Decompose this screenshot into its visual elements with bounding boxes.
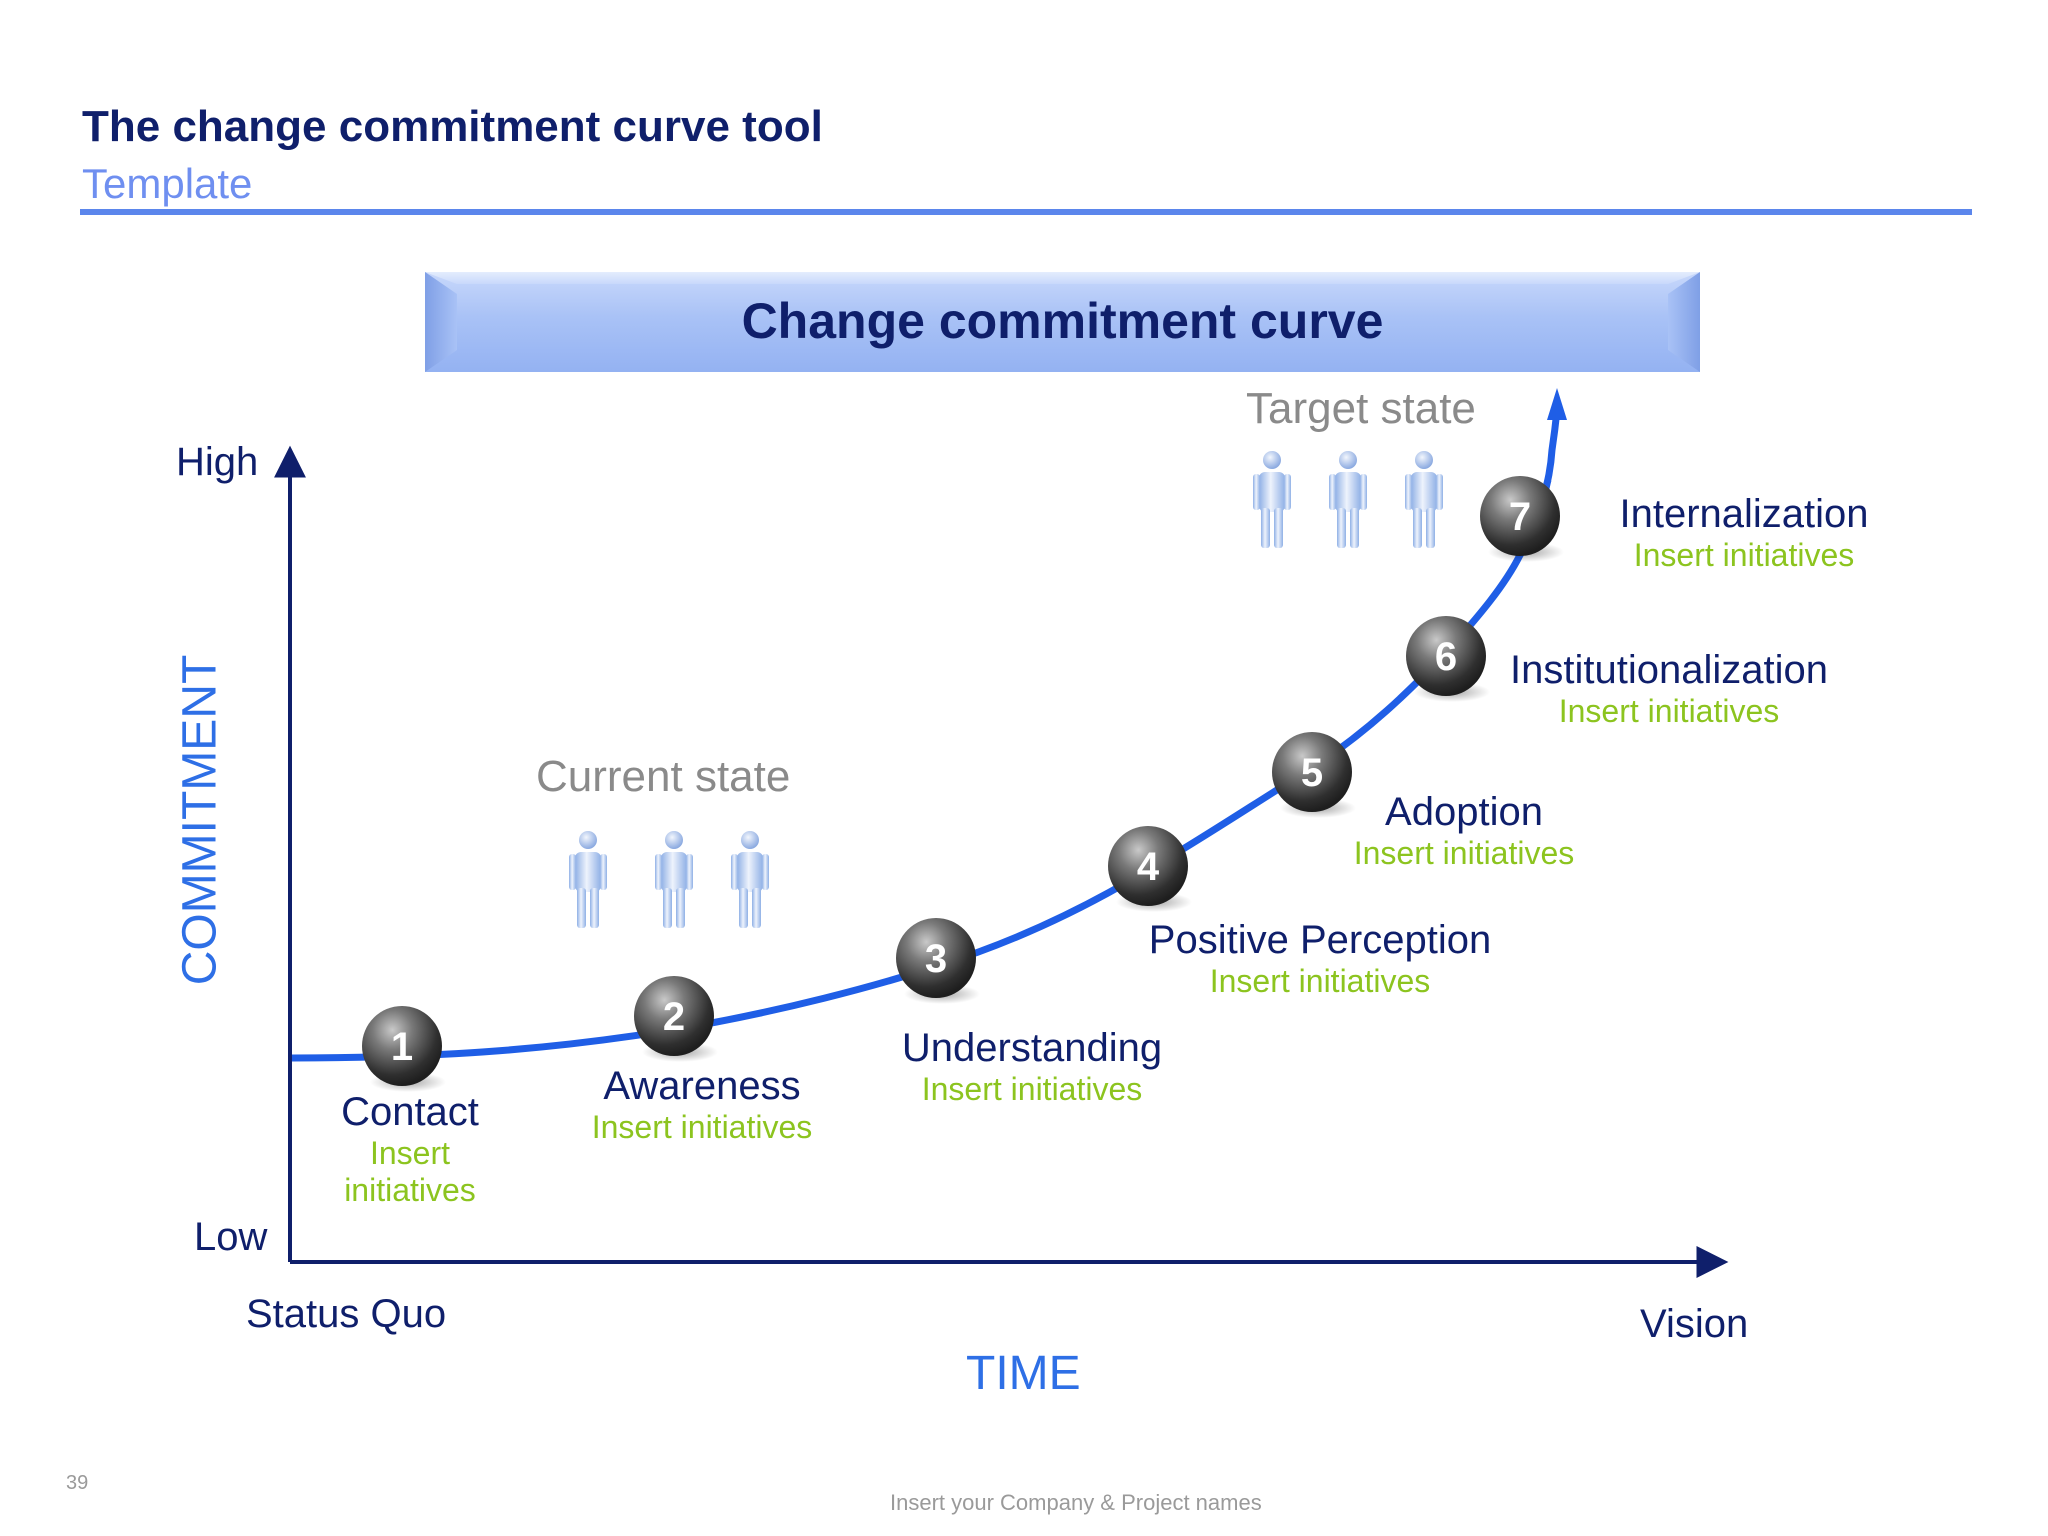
- stage-initiatives: Insert initiatives: [921, 1071, 1143, 1107]
- stage-title: Internalization: [1619, 492, 1869, 536]
- stage-number: 6: [1435, 635, 1457, 679]
- banner-title: Change commitment curve: [741, 293, 1384, 349]
- stage-marker-4: 4: [1108, 826, 1192, 912]
- title-divider: [80, 209, 1972, 215]
- stage-number: 7: [1509, 495, 1531, 539]
- stage-initiatives: Insert initiatives: [1353, 835, 1575, 871]
- stage-marker-5: 5: [1272, 732, 1356, 818]
- stage-initiatives: Insert initiatives: [1209, 963, 1431, 999]
- current-state-people: [569, 831, 769, 928]
- y-axis-low-label: Low: [194, 1215, 268, 1259]
- stage-title: Contact: [341, 1090, 479, 1134]
- stage-marker-ball: [1108, 826, 1188, 906]
- target-state-people: [1253, 451, 1443, 548]
- stage-marker-ball: [1480, 476, 1560, 556]
- stage-label-awareness: Awareness Insert initiatives: [562, 1064, 842, 1146]
- stage-initiatives: Insert initiatives: [1633, 537, 1855, 573]
- stage-marker-2: 2: [634, 976, 718, 1062]
- stage-title: Institutionalization: [1510, 648, 1828, 692]
- stage-marker-ball: [896, 918, 976, 998]
- stage-marker-1: 1: [362, 1006, 446, 1092]
- stage-marker-ball: [1272, 732, 1352, 812]
- page-subtitle: Template: [82, 160, 253, 207]
- stage-number: 3: [925, 937, 947, 981]
- stage-label-contact: Contact Insert initiatives: [310, 1090, 510, 1209]
- footer-text: Insert your Company & Project names: [890, 1490, 1262, 1515]
- stage-initiatives: Insert initiatives: [1558, 693, 1780, 729]
- banner-background: [425, 272, 1700, 372]
- stage-number: 4: [1137, 845, 1160, 889]
- person-icon: [1405, 451, 1443, 548]
- page-number: 39: [66, 1472, 89, 1494]
- current-state-label: Current state: [536, 752, 791, 801]
- y-axis-high-label: High: [176, 440, 259, 484]
- page-title: The change commitment curve tool: [82, 102, 823, 151]
- stage-initiatives: initiatives: [344, 1172, 476, 1208]
- stage-number: 1: [391, 1025, 413, 1069]
- stage-marker-6: 6: [1406, 616, 1490, 702]
- stage-number: 2: [663, 995, 685, 1039]
- stage-marker-ball: [1406, 616, 1486, 696]
- x-axis-end-label: Vision: [1640, 1302, 1749, 1346]
- person-icon: [569, 831, 607, 928]
- banner-top-bevel: [425, 272, 1700, 284]
- stage-marker-7: 7: [1480, 476, 1564, 562]
- stage-label-adoption: Adoption Insert initiatives: [1324, 790, 1604, 872]
- stage-label-institutionalization: Institutionalization Insert initiatives: [1496, 648, 1842, 730]
- stage-number: 5: [1301, 751, 1323, 795]
- curve-arrowhead: [1547, 388, 1567, 420]
- person-icon: [655, 831, 693, 928]
- stage-title: Awareness: [603, 1064, 801, 1108]
- target-state-label: Target state: [1246, 384, 1476, 433]
- stage-marker-ball: [634, 976, 714, 1056]
- person-icon: [1329, 451, 1367, 548]
- stage-initiatives: Insert: [369, 1135, 451, 1171]
- stage-marker-ball: [362, 1006, 442, 1086]
- stage-label-understanding: Understanding Insert initiatives: [872, 1026, 1192, 1108]
- x-axis-title: TIME: [966, 1347, 1081, 1400]
- y-axis-title: COMMITMENT: [173, 654, 227, 986]
- stage-title: Adoption: [1385, 790, 1543, 834]
- stage-initiatives: Insert initiatives: [591, 1109, 813, 1145]
- stage-label-internalization: Internalization Insert initiatives: [1602, 492, 1886, 574]
- stage-title: Positive Perception: [1148, 918, 1492, 962]
- x-axis-start-label: Status Quo: [246, 1292, 447, 1336]
- person-icon: [1253, 451, 1291, 548]
- person-icon: [731, 831, 769, 928]
- stage-label-positive-perception: Positive Perception Insert initiatives: [1120, 918, 1520, 1000]
- stage-marker-3: 3: [896, 918, 980, 1004]
- stage-title: Understanding: [901, 1026, 1163, 1070]
